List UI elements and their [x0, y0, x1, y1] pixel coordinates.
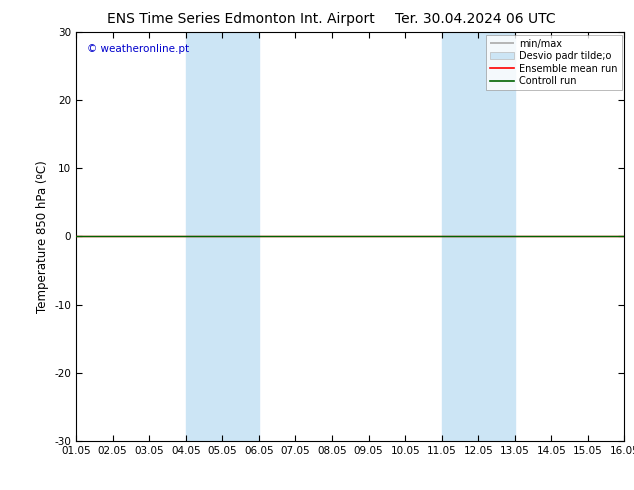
Text: ENS Time Series Edmonton Int. Airport: ENS Time Series Edmonton Int. Airport	[107, 12, 375, 26]
Y-axis label: Temperature 850 hPa (ºC): Temperature 850 hPa (ºC)	[36, 160, 49, 313]
Bar	[186, 32, 259, 441]
Text: Ter. 30.04.2024 06 UTC: Ter. 30.04.2024 06 UTC	[395, 12, 556, 26]
Text: © weatheronline.pt: © weatheronline.pt	[87, 44, 189, 54]
Bar	[442, 32, 515, 441]
Legend: min/max, Desvio padr tilde;o, Ensemble mean run, Controll run: min/max, Desvio padr tilde;o, Ensemble m…	[486, 35, 621, 90]
